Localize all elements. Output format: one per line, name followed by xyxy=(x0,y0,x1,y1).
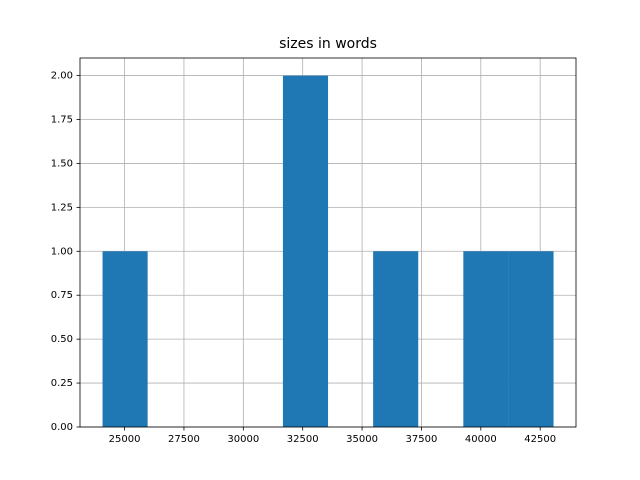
plot-frame xyxy=(79,57,577,428)
y-tick-label: 1.00 xyxy=(51,246,73,257)
y-tick-label: 0.50 xyxy=(51,334,73,345)
bar xyxy=(373,251,419,427)
x-tick-label: 40000 xyxy=(465,434,497,445)
y-tick-label: 1.75 xyxy=(51,115,73,126)
bar xyxy=(102,251,148,427)
y-tick-label: 0.25 xyxy=(51,378,73,389)
y-tick-label: 1.25 xyxy=(51,202,73,213)
y-tick-label: 0.75 xyxy=(51,290,73,301)
x-tick-label: 27500 xyxy=(168,434,200,445)
bar xyxy=(282,75,329,428)
chart-title: sizes in words xyxy=(279,36,377,52)
bar xyxy=(463,251,509,427)
x-tick-label: 25000 xyxy=(109,434,141,445)
x-tick-label: 30000 xyxy=(227,434,259,445)
y-tick-label: 1.50 xyxy=(51,158,73,169)
x-tick-label: 42500 xyxy=(524,434,556,445)
y-tick-label: 0.00 xyxy=(51,422,73,433)
x-tick-label: 35000 xyxy=(346,434,378,445)
bar xyxy=(508,251,554,427)
x-tick-label: 37500 xyxy=(406,434,438,445)
y-tick-label: 2.00 xyxy=(51,71,73,82)
x-tick-label: 32500 xyxy=(287,434,319,445)
